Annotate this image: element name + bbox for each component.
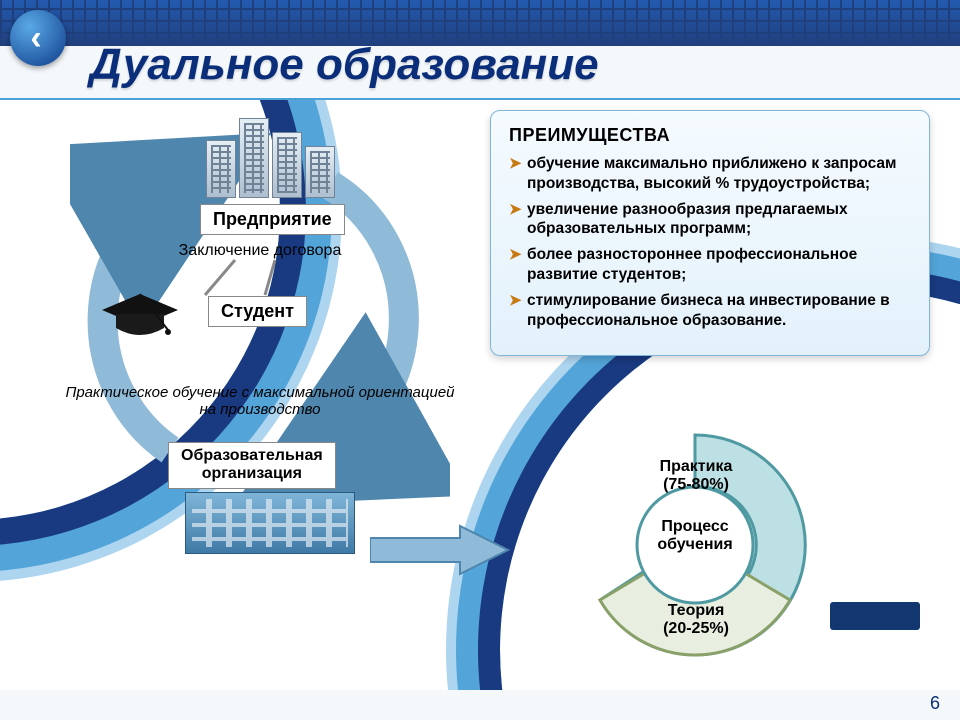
advantage-item: обучение максимально приближено к запрос… — [509, 154, 911, 194]
advantage-item: стимулирование бизнеса на инвестирование… — [509, 291, 911, 331]
graduation-cap-icon — [100, 290, 180, 345]
back-badge[interactable]: ‹ — [10, 10, 66, 66]
donut-label-theory: Теория(20-25%) — [636, 602, 756, 638]
advantage-item: более разностороннее профессиональное ра… — [509, 245, 911, 285]
arrow-to-donut — [370, 520, 510, 580]
advantages-list: обучение максимально приближено к запрос… — [509, 154, 911, 331]
logo-placeholder — [830, 602, 920, 630]
label-edu-org: Образовательная организация — [168, 442, 336, 489]
label-enterprise: Предприятие — [200, 204, 345, 235]
advantage-item: увеличение разнообразия предлагаемых обр… — [509, 200, 911, 240]
advantages-card: ПРЕИМУЩЕСТВА обучение максимально прибли… — [490, 110, 930, 356]
node-enterprise — [200, 118, 340, 198]
page-number: 6 — [930, 693, 940, 714]
process-donut-chart: Практика(75-80%) Процесс обучения Теория… — [580, 430, 810, 660]
edge-label-contract: Заключение договора — [40, 242, 480, 260]
edge-label-practice: Практическое обучение с максимальной ори… — [60, 384, 460, 418]
chevron-left-icon: ‹ — [30, 19, 41, 58]
page-title: Дуальное образование — [90, 40, 599, 90]
label-student: Студент — [208, 296, 307, 327]
buildings-icon — [200, 118, 340, 198]
advantages-heading: ПРЕИМУЩЕСТВА — [509, 125, 911, 146]
content-panel: Предприятие Заключение договора Студент … — [0, 98, 960, 690]
donut-center-label: Процесс обучения — [638, 518, 752, 555]
donut-label-practice: Практика(75-80%) — [636, 458, 756, 494]
campus-icon — [170, 492, 370, 554]
